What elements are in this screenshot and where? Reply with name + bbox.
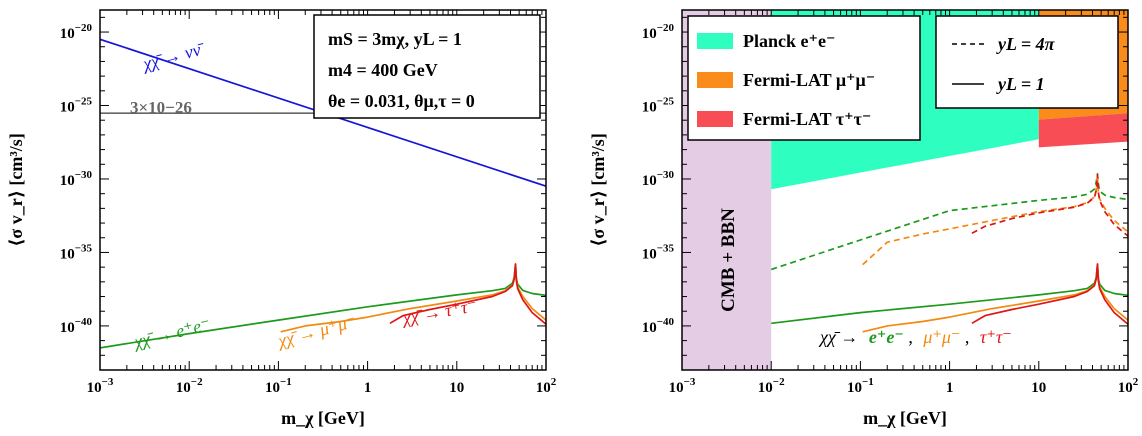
right-x-tick-label: 10−2 bbox=[758, 376, 785, 396]
legend-swatch-fermi-mumu bbox=[697, 72, 733, 88]
right-x-tick-label: 102 bbox=[1118, 376, 1139, 396]
right-y-tick-label: 10−30 bbox=[642, 169, 675, 189]
legend-swatch-planck bbox=[697, 33, 733, 49]
cmb-bbn-label: CMB + BBN bbox=[718, 208, 739, 312]
info-box bbox=[313, 14, 541, 119]
channel-mumu: μ⁺μ⁻ bbox=[922, 327, 960, 347]
reference-label: 3×10−26 bbox=[130, 98, 192, 117]
right-x-tick-label: 10 bbox=[1031, 380, 1046, 396]
right-chart: 10−3 10−2 10−1 1 10 102 10−40 10−35 10−30 10−25 10… bbox=[588, 9, 1139, 428]
right-y-tick-label: 10−25 bbox=[642, 96, 675, 116]
channel-tautau: τ⁺τ⁻ bbox=[980, 327, 1012, 347]
left-y-tick-label: 10−35 bbox=[60, 242, 93, 262]
legend-label-fermi-mumu: Fermi-LAT μ⁺μ⁻ bbox=[743, 70, 875, 90]
left-x-axis-title: m_χ [GeV] bbox=[281, 408, 365, 428]
left-x-tick-label: 10−2 bbox=[176, 376, 203, 396]
legend-swatch-fermi-tautau bbox=[697, 111, 733, 127]
left-x-tick-label: 102 bbox=[536, 376, 557, 396]
left-y-tick-label: 10−25 bbox=[60, 96, 93, 116]
legend-label-4pi: yL = 4π bbox=[996, 34, 1056, 54]
info-line-3: θe = 0.031, θμ,τ = 0 bbox=[328, 91, 475, 111]
legend-label-planck: Planck e⁺e⁻ bbox=[743, 31, 836, 51]
right-x-tick-label: 10−1 bbox=[847, 376, 874, 396]
right-series-yl-1 bbox=[971, 263, 1128, 325]
info-line-2: m4 = 400 GeV bbox=[328, 60, 438, 80]
left-x-tick-label: 10−3 bbox=[87, 376, 114, 396]
info-line-1: mS = 3mχ, yL = 1 bbox=[328, 29, 462, 49]
left-x-tick-label: 10−1 bbox=[265, 376, 292, 396]
right-y-axis-title: ⟨σ v_r⟩ [cm³/s] bbox=[588, 133, 608, 247]
left-y-tick-label: 10−40 bbox=[60, 316, 93, 336]
right-y-tick-label: 10−40 bbox=[642, 316, 675, 336]
right-plot-frame bbox=[681, 9, 1129, 371]
left-y-axis-title: ⟨σ v_r⟩ [cm³/s] bbox=[6, 133, 26, 247]
legend-label-1: yL = 1 bbox=[996, 74, 1045, 94]
right-series-e-e-yl-4 bbox=[770, 173, 1128, 271]
left-y-tick-label: 10−30 bbox=[60, 169, 93, 189]
style-legend-box bbox=[935, 15, 1119, 109]
channel-sep-2: , bbox=[965, 327, 970, 347]
channel-prefix: χχ̄ → bbox=[818, 327, 858, 347]
legend-label-fermi-tautau: Fermi-LAT τ⁺τ⁻ bbox=[743, 109, 871, 129]
right-series-yl-4 bbox=[971, 173, 1128, 237]
left-series- bbox=[389, 263, 546, 325]
right-y-tick-label: 10−20 bbox=[642, 22, 675, 42]
channel-ee: e⁺e⁻ bbox=[869, 327, 904, 347]
right-x-tick-label: 1 bbox=[946, 380, 954, 396]
channel-sep-1: , bbox=[908, 327, 913, 347]
left-y-tick-label: 10−20 bbox=[60, 22, 93, 42]
right-x-axis-title: m_χ [GeV] bbox=[863, 408, 947, 428]
right-y-tick-label: 10−35 bbox=[642, 242, 675, 262]
region-fermi-lat bbox=[1038, 113, 1128, 148]
left-plot-frame bbox=[99, 9, 547, 371]
left-x-tick-label: 10 bbox=[449, 380, 464, 396]
left-x-tick-label: 1 bbox=[364, 380, 372, 396]
left-chart: 10−3 10−2 10−1 1 10 102 10−40 10−35 10−30 10−25 10… bbox=[6, 9, 557, 428]
channel-label: χχ̄ → e⁺e⁻ , μ⁺μ⁻ , τ⁺τ⁻ bbox=[818, 327, 1012, 347]
right-x-tick-label: 10−3 bbox=[669, 376, 696, 396]
style-legend: yL = 4π yL = 1 bbox=[935, 15, 1119, 109]
region-legend: Planck e⁺e⁻ Fermi-LAT μ⁺μ⁻ Fermi-LAT τ⁺τ… bbox=[687, 15, 921, 141]
